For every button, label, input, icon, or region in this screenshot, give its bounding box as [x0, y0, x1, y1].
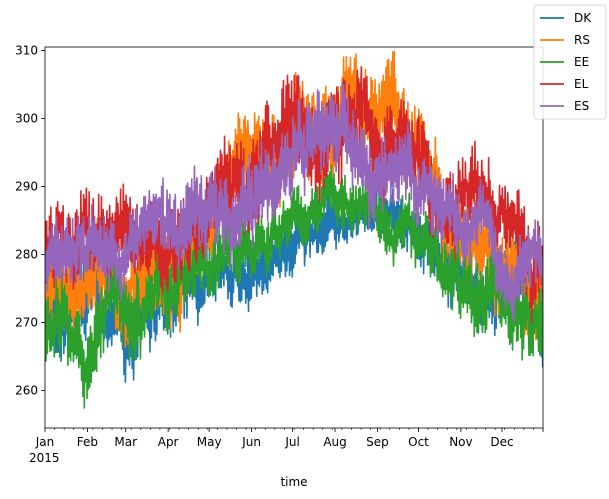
x-tick-label: Apr	[158, 435, 179, 449]
y-axis: 260 270 280 290 300 310	[15, 43, 45, 398]
x-tick-label: Aug	[323, 435, 346, 449]
x-tick-label: Nov	[449, 435, 472, 449]
x-tick-label: Mar	[114, 435, 137, 449]
x-tick-label: Feb	[77, 435, 98, 449]
y-tick-label: 270	[15, 316, 38, 330]
y-tick-label: 290	[15, 179, 38, 193]
legend-label-ee: EE	[574, 55, 589, 69]
x-tick-label: Jul	[284, 435, 299, 449]
y-tick-label: 260	[15, 384, 38, 398]
x-tick-label: Jan	[35, 435, 55, 449]
legend: DK RS EE EL ES	[533, 4, 607, 120]
y-tick-label: 310	[15, 43, 38, 57]
legend-label-dk: DK	[574, 11, 592, 25]
x-tick-label: May	[197, 435, 222, 449]
y-tick-label: 300	[15, 111, 38, 125]
legend-box	[533, 4, 607, 120]
series-layer	[45, 50, 543, 409]
x-tick-label: Sep	[366, 435, 389, 449]
x-axis-title: time	[280, 475, 307, 489]
x-tick-label: Jun	[241, 435, 261, 449]
x-tick-label: Oct	[408, 435, 429, 449]
series-line-ee	[45, 164, 543, 409]
legend-label-rs: RS	[574, 33, 590, 47]
x-axis: Jan Feb Mar Apr May Jun Jul Aug Sep Oct Nov Dec	[35, 428, 544, 449]
y-tick-label: 280	[15, 248, 38, 262]
series-line-es	[45, 82, 543, 323]
x-tick-label: Dec	[490, 435, 513, 449]
x-axis-year-label: 2015	[29, 451, 60, 465]
legend-label-el: EL	[574, 77, 589, 91]
legend-label-es: ES	[574, 99, 589, 113]
